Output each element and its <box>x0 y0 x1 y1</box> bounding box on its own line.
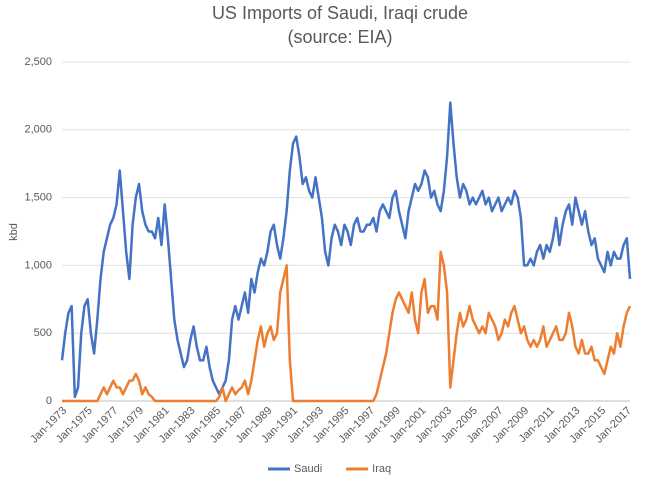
y-axis-label: kbd <box>8 223 20 241</box>
y-tick-label: 1,000 <box>24 259 52 271</box>
series-line <box>60 101 632 399</box>
y-tick-label: 500 <box>34 327 52 339</box>
y-tick-label: 2,000 <box>24 124 52 136</box>
legend-label: Saudi <box>294 463 322 475</box>
y-tick-label: 1,500 <box>24 192 52 204</box>
chart-title: US Imports of Saudi, Iraqi crude <box>212 3 468 23</box>
series-line <box>62 250 632 403</box>
y-tick-label: 0 <box>46 395 52 407</box>
chart-subtitle: (source: EIA) <box>287 27 392 47</box>
legend-label: Iraq <box>372 463 391 475</box>
y-tick-label: 2,500 <box>24 56 52 68</box>
